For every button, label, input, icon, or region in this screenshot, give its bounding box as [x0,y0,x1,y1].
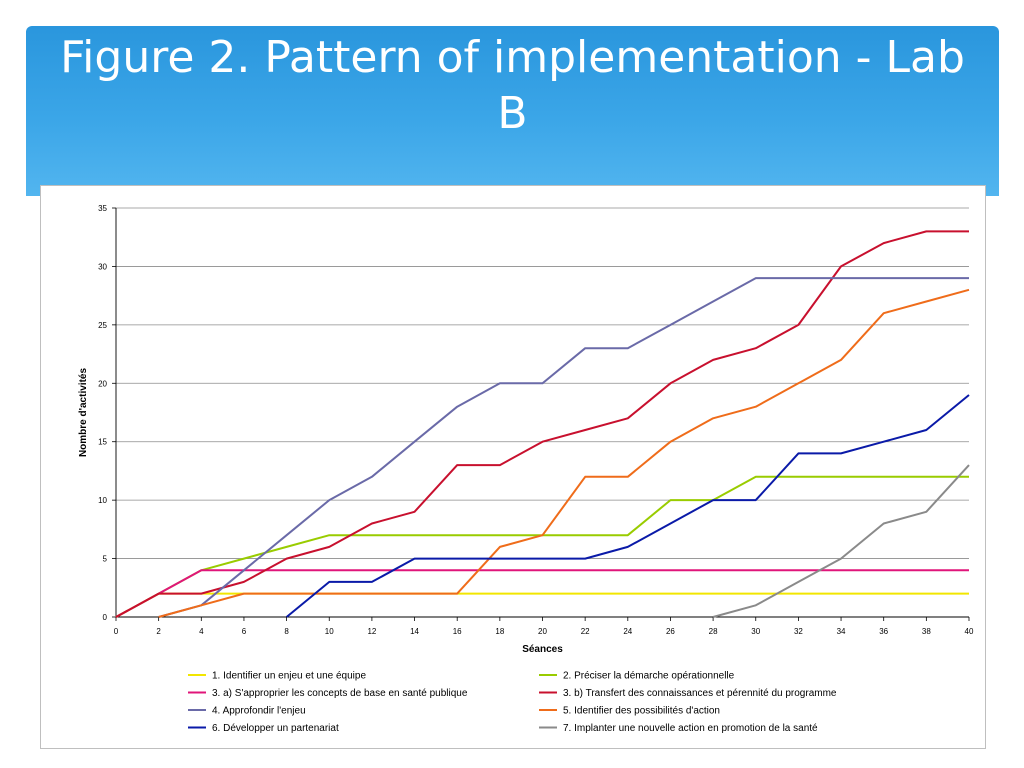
x-tick-label: 2 [156,627,161,636]
series-line-1 [115,592,969,618]
legend-item: 7. Implanter une nouvelle action en prom… [539,723,818,734]
x-tick-label: 4 [199,627,204,636]
slide-title: Figure 2. Pattern of implementation - La… [60,32,965,139]
x-tick-label: 8 [284,627,289,636]
legend-label: 3. a) S'approprier les concepts de base … [212,688,468,699]
legend-label: 2. Préciser la démarche opérationnelle [563,671,735,682]
x-tick-label: 32 [794,627,803,636]
x-tick-label: 24 [623,627,632,636]
series-line-3 [115,569,969,618]
y-tick-label: 15 [98,438,107,447]
x-tick-label: 18 [495,627,504,636]
legend-label: 5. Identifier des possibilités d'action [563,706,720,717]
y-tick-label: 0 [103,613,108,622]
legend-item: 2. Préciser la démarche opérationnelle [539,671,735,682]
legend-item: 3. b) Transfert des connaissances et pér… [539,688,837,699]
x-tick-label: 22 [581,627,590,636]
x-tick-label: 16 [453,627,462,636]
y-tick-label: 30 [98,262,107,271]
legend-label: 4. Approfondir l'enjeu [212,706,306,717]
legend-item: 1. Identifier un enjeu et une équipe [188,671,366,682]
x-tick-label: 6 [242,627,247,636]
x-tick-label: 28 [709,627,718,636]
series-line-4 [115,230,969,618]
series-line-2 [115,475,969,618]
legend-label: 7. Implanter une nouvelle action en prom… [563,723,818,734]
axes [115,208,969,618]
x-tick-label: 38 [922,627,931,636]
y-axis-title: Nombre d'activités [78,368,89,458]
x-tick-label: 0 [114,627,119,636]
legend-label: 1. Identifier un enjeu et une équipe [212,671,366,682]
legend-item: 5. Identifier des possibilités d'action [539,706,720,717]
chart-frame: 0 5 10 15 20 25 30 35 0 2 4 6 8 10 12 14 16 18 20 22 24 26 28… [40,185,986,749]
y-tick-label: 10 [98,496,107,505]
x-axis-title: Séances [522,644,563,655]
series-line-7 [285,394,970,618]
y-tick-label: 20 [98,379,107,388]
x-tick-label: 30 [751,627,760,636]
x-tick-label: 36 [879,627,888,636]
y-tick-label: 35 [98,204,107,213]
y-axis-ticks: 0 5 10 15 20 25 30 35 [98,204,116,622]
x-tick-label: 34 [837,627,846,636]
legend-item: 4. Approfondir l'enjeu [188,706,306,717]
y-tick-label: 25 [98,321,107,330]
x-tick-label: 20 [538,627,547,636]
x-tick-label: 12 [367,627,376,636]
x-tick-label: 14 [410,627,419,636]
series-lines [115,230,970,618]
legend: 1. Identifier un enjeu et une équipe 2. P… [188,671,837,734]
series-line-8 [712,464,970,618]
legend-label: 6. Développer un partenariat [212,723,339,734]
x-tick-label: 10 [325,627,334,636]
legend-item: 3. a) S'approprier les concepts de base … [188,688,468,699]
x-tick-label: 40 [965,627,974,636]
series-line-5 [158,277,969,618]
legend-item: 6. Développer un partenariat [188,723,339,734]
legend-label: 3. b) Transfert des connaissances et pér… [563,688,837,699]
title-banner [26,26,999,196]
x-axis-ticks: 0 2 4 6 8 10 12 14 16 18 20 22 24 26 28 30 32 34 36 38 40 [114,617,974,636]
gridlines [116,207,969,618]
y-tick-label: 5 [103,555,108,564]
x-tick-label: 26 [666,627,675,636]
series-line-6 [158,288,970,618]
